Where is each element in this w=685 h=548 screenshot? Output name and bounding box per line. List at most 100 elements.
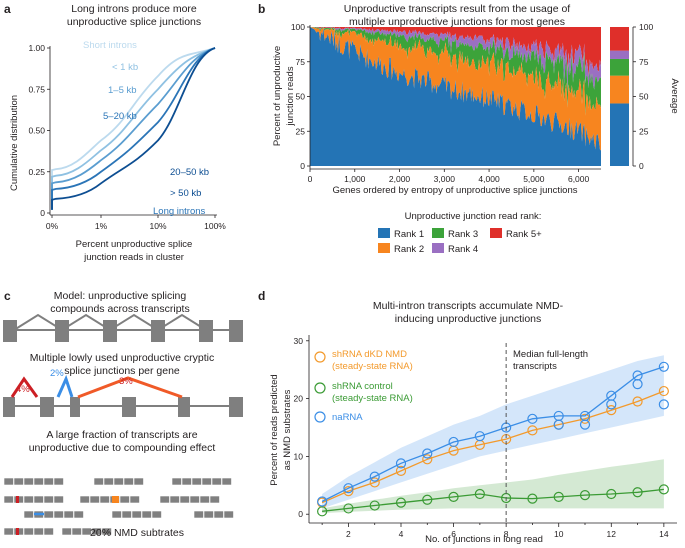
panel-b-xlabel: Genes ordered by entropy of unproductive…: [332, 185, 577, 196]
read-block: [23, 527, 34, 536]
read-block: [93, 477, 104, 486]
panel-c-bottom-line1: A large fraction of transcripts are: [46, 429, 197, 441]
read-block: [111, 510, 122, 519]
series-point-0: [395, 465, 407, 476]
read-junction-mark: [16, 528, 19, 535]
legend-marker-dkd: [314, 351, 326, 363]
panel-b-ylabel-line1: Percent of unproductive: [272, 46, 283, 146]
panel-d-xtick-label: 6: [451, 529, 456, 539]
nmd-substrates-label: 20% NMD subtrates: [90, 527, 184, 539]
panel-a-ylabel: Cumulative distribution: [9, 95, 20, 191]
legend-label-rank-5: Rank 5+: [506, 229, 542, 240]
panel-a-axes: [47, 46, 217, 218]
read-block: [223, 510, 234, 519]
read-block: [33, 527, 44, 536]
cdf-line-3: [51, 47, 216, 210]
read-block: [23, 477, 34, 486]
panel-label-b: b: [258, 2, 265, 16]
read-block: [13, 477, 24, 486]
series-point-2: [422, 448, 433, 459]
panel-d-xtick-label: 4: [399, 529, 404, 539]
read-block: [171, 477, 182, 486]
panel-a-ytick-label: 0.50: [28, 126, 45, 136]
exon-5: [199, 320, 213, 342]
read-block: [159, 495, 170, 504]
read-junction-mark: [112, 496, 119, 503]
panel-b-xtick-label: 2,000: [389, 174, 411, 184]
cryptic-gene-model: [3, 374, 243, 417]
read-block: [193, 510, 204, 519]
panel-b-ytick-label: 75: [296, 57, 306, 67]
panel-d-ytick-label: 20: [294, 394, 304, 404]
panel-a-xlabel-line2: junction reads in cluster: [83, 252, 184, 263]
series-point-0: [632, 396, 643, 407]
read-junction-mark: [16, 496, 19, 503]
read-block: [73, 510, 84, 519]
average-segment-rank-5-: [610, 27, 629, 51]
panel-label-c: c: [4, 289, 11, 303]
series-point-extra-2: [579, 419, 591, 430]
label-short-introns: Short introns: [83, 40, 137, 51]
panel-b-axes: 0 25 50 75 100 0 1,000 2,000 3,000 4,000 5,000 6,00…: [291, 22, 601, 184]
series-point-extra-2: [658, 399, 669, 410]
read-block: [121, 510, 132, 519]
average-tick-label: 75: [639, 57, 649, 67]
series-point-1: [553, 491, 564, 502]
series-point-1: [422, 494, 433, 505]
read-block: [133, 477, 144, 486]
cryptic-exon-1: [3, 397, 15, 417]
panel-d-xlabel: No. of junctions in long read: [425, 534, 543, 545]
label-long-introns: Long introns: [153, 206, 206, 217]
panel-a-xtick-label: 0%: [46, 221, 59, 231]
panel-a-ytick-label: 1.00: [28, 43, 45, 53]
panel-b-legend: Rank 1 Rank 2 Rank 3 Rank 4 Rank 5+: [378, 228, 542, 255]
cryptic-junction-red: [10, 376, 39, 398]
band-1: [322, 459, 664, 514]
panel-b-ytick-label: 25: [296, 126, 306, 136]
series-point-1: [474, 488, 485, 500]
read-block: [91, 527, 102, 536]
panel-b-xtick-label: 5,000: [523, 174, 545, 184]
area-rank-4: [310, 27, 601, 92]
exon-4: [151, 320, 165, 342]
read-block: [53, 477, 64, 486]
panel-d-xtick-label: 8: [504, 529, 509, 539]
read-block: [81, 527, 92, 536]
read-block: [209, 495, 220, 504]
read-block: [189, 495, 200, 504]
read-block: [43, 495, 54, 504]
panel-a-xtick-label: 1%: [95, 221, 108, 231]
legend-swatch-rank-4: [432, 243, 444, 253]
cryptic-exon-4: [122, 397, 136, 417]
read-block: [213, 510, 224, 519]
panel-d-ylabel-line2: as NMD substrates: [282, 389, 293, 470]
series-point-2: [317, 496, 328, 507]
panel-d-xtick-label: 14: [659, 529, 669, 539]
read-block: [179, 495, 190, 504]
exon-6: [229, 320, 243, 342]
panel-b-average-bar: 0 25 50 75 100: [610, 22, 653, 171]
panel-d-ylabel-line1: Percent of reads predicted: [269, 374, 280, 485]
cdf-line-0: [51, 47, 216, 210]
read-block: [211, 477, 222, 486]
panel-d-xtick-label: 2: [346, 529, 351, 539]
panel-c-title-line2: compounds across transcripts: [50, 303, 189, 315]
panel-b-ylabel-line2: junction reads: [285, 66, 296, 126]
average-segment-rank-2: [610, 75, 629, 104]
panel-a-xtick-label: 100%: [204, 221, 226, 231]
series-point-1: [448, 491, 459, 502]
cryptic-junction-blue: [56, 374, 74, 398]
series-point-1: [632, 487, 643, 498]
cryptic-exon-2: [40, 397, 54, 417]
series-point-1: [343, 503, 354, 514]
series-point-1: [317, 506, 328, 517]
read-block: [103, 477, 114, 486]
series-point-extra-2: [553, 419, 564, 430]
panel-b-ytick-label: 0: [300, 161, 305, 171]
label-1-5kb: 1–5 kb: [108, 85, 137, 96]
read-block: [3, 495, 14, 504]
panel-b-average-label: Average: [669, 78, 680, 113]
panel-label-a: a: [4, 2, 11, 16]
read-block: [99, 495, 110, 504]
